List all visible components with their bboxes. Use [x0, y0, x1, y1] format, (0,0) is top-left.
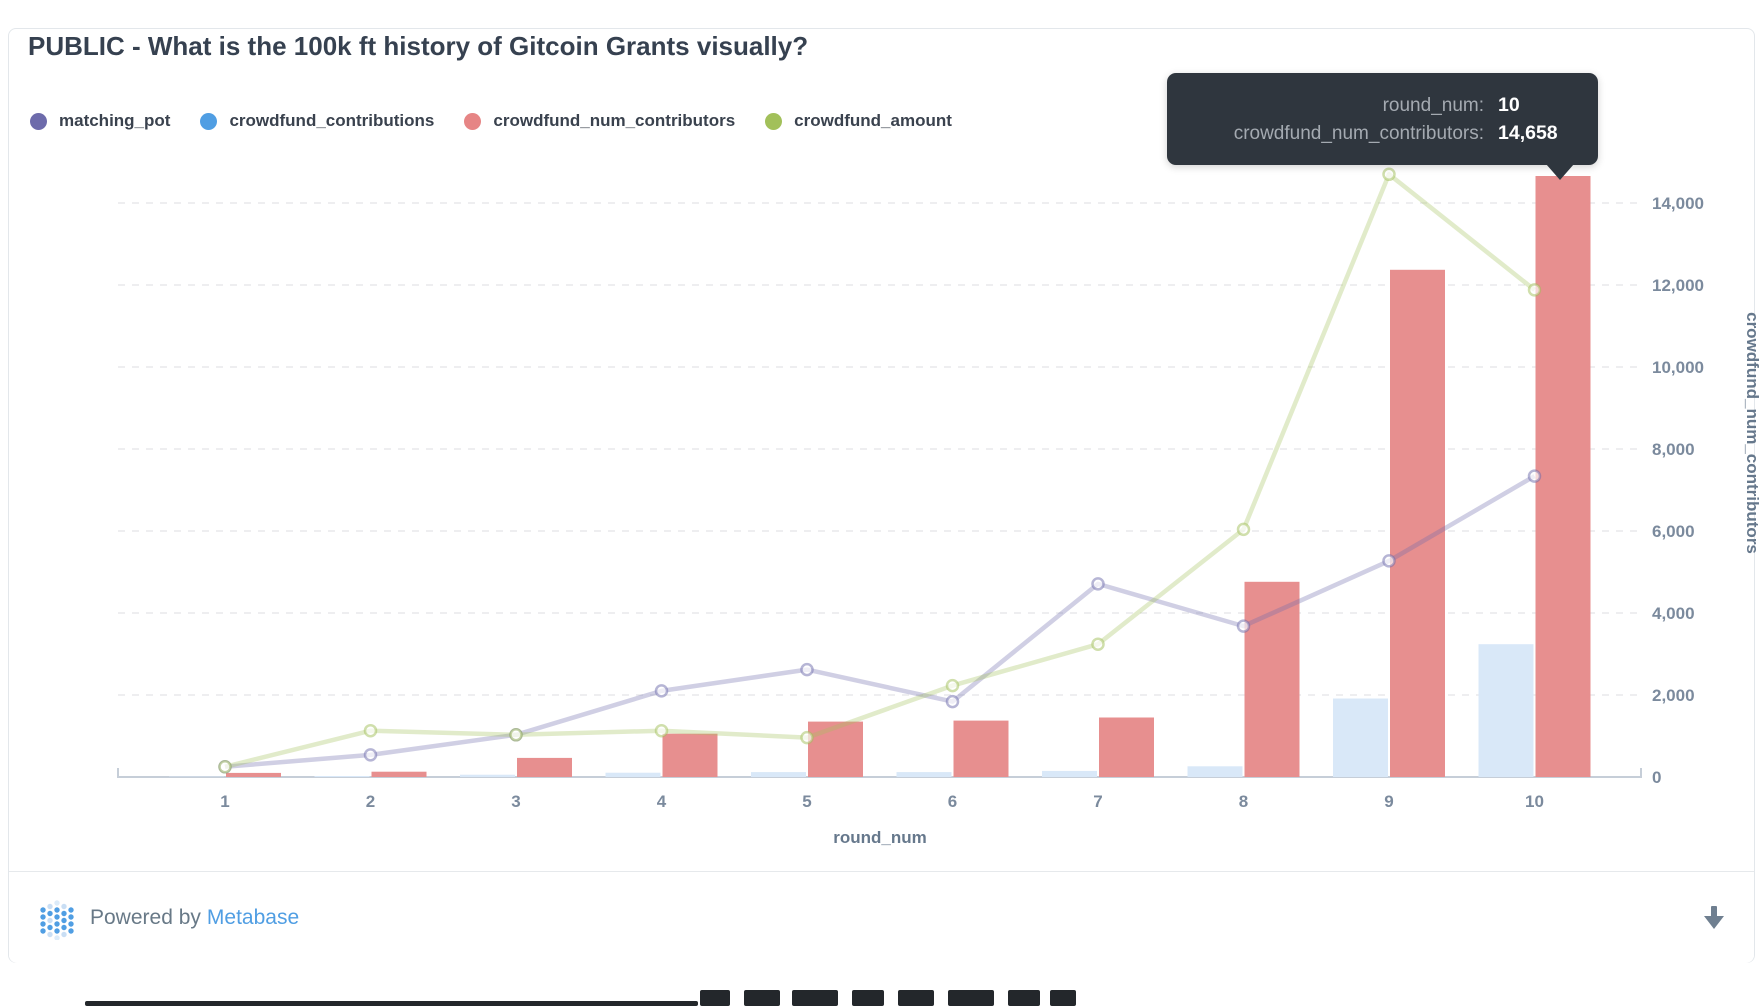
- legend-dot-crowdfund-num-contributors: [464, 112, 482, 130]
- cutoff-content: [0, 985, 1760, 1006]
- chart-tooltip: round_num: 10 crowdfund_num_contributors…: [1167, 73, 1598, 180]
- legend-dot-crowdfund-contributions: [200, 112, 218, 130]
- chart-card: PUBLIC - What is the 100k ft history of …: [8, 28, 1755, 963]
- tooltip-row: crowdfund_num_contributors: 14,658: [1167, 122, 1580, 145]
- tooltip-key: crowdfund_num_contributors:: [1233, 122, 1484, 144]
- legend-item-crowdfund-amount[interactable]: crowdfund_amount: [765, 111, 952, 131]
- download-icon[interactable]: [1702, 905, 1726, 931]
- powered-by-text: Powered by: [90, 905, 201, 929]
- legend: matching_pot crowdfund_contributions cro…: [30, 111, 952, 131]
- legend-dot-crowdfund-amount: [765, 112, 783, 130]
- tooltip-arrow: [1546, 164, 1574, 180]
- footer: Powered by Metabase: [9, 871, 1754, 963]
- tooltip-value: 14,658: [1498, 121, 1558, 144]
- legend-label: crowdfund_amount: [794, 111, 952, 130]
- legend-item-crowdfund-num-contributors[interactable]: crowdfund_num_contributors: [464, 111, 735, 131]
- tooltip-value: 10: [1498, 93, 1520, 116]
- legend-label: crowdfund_contributions: [229, 111, 435, 130]
- legend-item-matching-pot[interactable]: matching_pot: [30, 111, 170, 131]
- metabase-logo-icon: [40, 899, 74, 940]
- page-title: PUBLIC - What is the 100k ft history of …: [28, 31, 809, 61]
- tooltip-row: round_num: 10: [1167, 94, 1580, 117]
- legend-label: matching_pot: [59, 111, 171, 130]
- legend-item-crowdfund-contributions[interactable]: crowdfund_contributions: [200, 111, 434, 131]
- legend-dot-matching-pot: [30, 112, 47, 130]
- powered-by-metabase[interactable]: Powered by Metabase: [37, 896, 299, 940]
- metabase-link[interactable]: Metabase: [206, 905, 300, 929]
- legend-label: crowdfund_num_contributors: [493, 111, 736, 130]
- tooltip-key: round_num:: [1382, 94, 1484, 116]
